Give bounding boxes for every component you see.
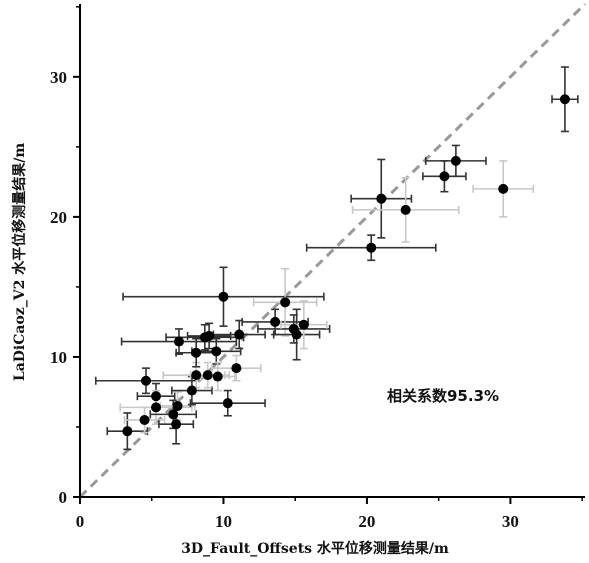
- reference-line: [78, 2, 587, 499]
- x-axis-label: 3D_Fault_Offsets 水平位移测量结果/m: [181, 540, 449, 557]
- y-tick-label: 10: [50, 348, 67, 367]
- y-axis-label: LaDiCaoz_V2 水平位移测量结果/m: [11, 143, 28, 381]
- data-point: [376, 193, 387, 204]
- data-point: [204, 330, 215, 341]
- data-point: [151, 402, 162, 413]
- data-point: [212, 371, 223, 382]
- data-point: [231, 363, 242, 374]
- data-point: [270, 316, 281, 327]
- y-tick-label: 20: [50, 208, 67, 227]
- data-point: [280, 297, 291, 308]
- y-tick-label: 0: [59, 488, 68, 507]
- y-tick-label: 30: [50, 68, 67, 87]
- data-point: [218, 291, 229, 302]
- data-point: [439, 171, 450, 182]
- data-point: [173, 336, 184, 347]
- x-tick-label: 10: [215, 512, 232, 531]
- data-point: [400, 204, 411, 215]
- data-point: [139, 414, 150, 425]
- data-point: [122, 426, 133, 437]
- axes: 0 10 20 30 0 10 20 30: [50, 4, 585, 531]
- data-point: [172, 400, 183, 411]
- data-point: [191, 370, 202, 381]
- data-point: [559, 94, 570, 105]
- data-point: [366, 242, 377, 253]
- data-point: [191, 347, 202, 358]
- data-point: [222, 398, 233, 409]
- data-point: [202, 370, 213, 381]
- data-point: [291, 329, 302, 340]
- data-point: [186, 385, 197, 396]
- x-tick-label: 30: [502, 512, 519, 531]
- x-tick-label: 20: [358, 512, 375, 531]
- data-point: [168, 409, 179, 420]
- data-point: [298, 319, 309, 330]
- data-point: [211, 346, 222, 357]
- data-point: [140, 375, 151, 386]
- data-point: [234, 329, 245, 340]
- data-point: [171, 419, 182, 430]
- data-point: [450, 155, 461, 166]
- x-tick-label: 0: [76, 512, 85, 531]
- correlation-annotation: 相关系数95.3%: [387, 387, 499, 405]
- plot-area: [78, 2, 587, 499]
- data-point: [151, 391, 162, 402]
- data-point: [498, 183, 509, 194]
